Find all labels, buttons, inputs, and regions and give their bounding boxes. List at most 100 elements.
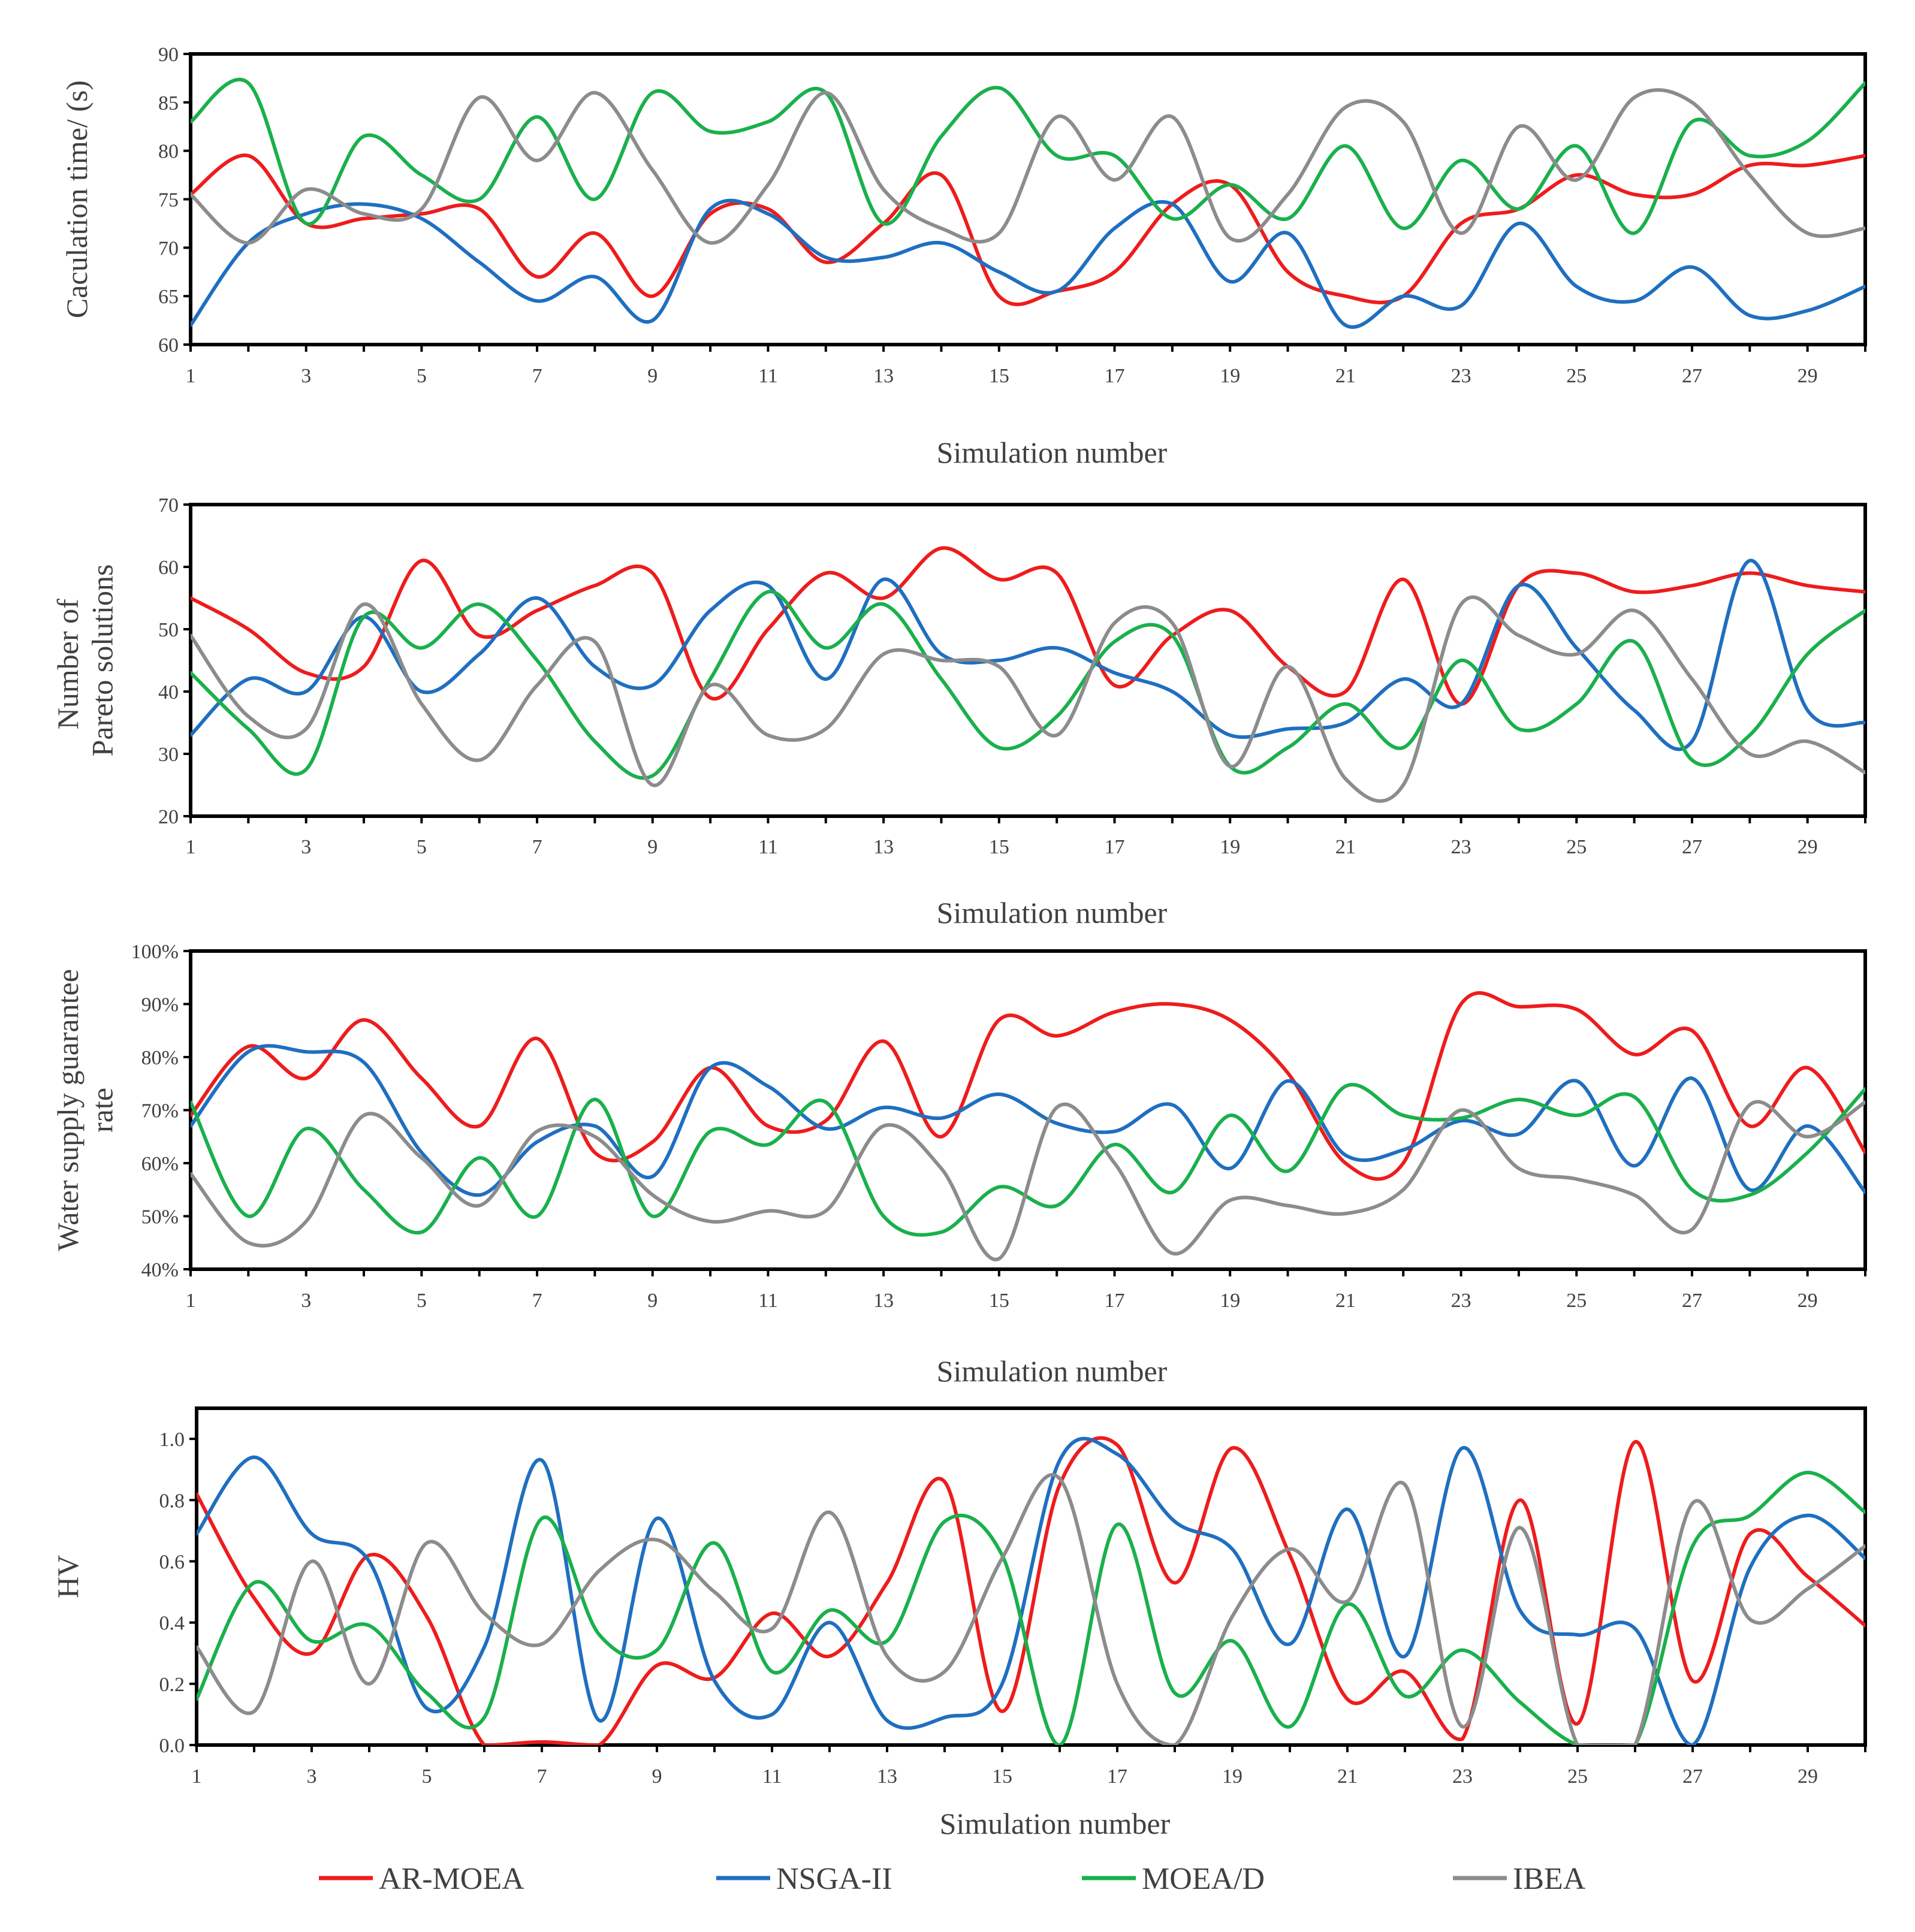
x-tick-label: 9	[647, 1290, 658, 1312]
x-axis-label: Simulation number	[937, 896, 1168, 929]
x-tick-label: 7	[532, 836, 542, 858]
y-tick-label: 0.4	[159, 1613, 185, 1635]
x-tick-label: 19	[1220, 365, 1240, 387]
y-tick-label: 75	[158, 189, 179, 212]
x-tick-label: 17	[1107, 1765, 1127, 1788]
x-tick-label: 17	[1105, 836, 1125, 858]
x-tick-label: 21	[1335, 836, 1356, 858]
x-tick-label: 3	[301, 365, 311, 387]
x-tick-label: 27	[1682, 836, 1702, 858]
series-line-ibea	[197, 1473, 1865, 1745]
chart-panel-4: 0.00.20.40.60.81.01 3 5 7 9 11 13 15 17 19 21 23 25 2…	[51, 1406, 1867, 1840]
x-tick-label: 5	[417, 836, 427, 858]
legend-label-ibea: IBEA	[1513, 1862, 1586, 1896]
series-line-moea-d	[197, 1471, 1865, 1745]
y-axis-label: HV	[51, 1555, 85, 1598]
series-line-ibea	[191, 1100, 1865, 1261]
x-tick-label: 1	[186, 365, 196, 387]
x-tick-label: 7	[537, 1765, 547, 1788]
y-tick-label: 0.6	[159, 1551, 185, 1573]
x-tick-label: 19	[1222, 1765, 1243, 1788]
y-tick-label: 0.8	[159, 1490, 185, 1512]
x-tick-label: 29	[1798, 1765, 1818, 1788]
series-line-moea-d	[191, 1083, 1865, 1237]
x-tick-label: 25	[1566, 836, 1587, 858]
legend-label-moea-d: MOEA/D	[1142, 1862, 1265, 1896]
y-tick-label: 70	[158, 494, 179, 517]
x-tick-label: 11	[758, 365, 778, 387]
x-tick-label: 13	[873, 365, 894, 387]
x-tick-label: 25	[1566, 365, 1587, 387]
x-tick-label: 27	[1682, 1290, 1702, 1312]
x-tick-label: 11	[762, 1765, 782, 1788]
x-tick-label: 15	[992, 1765, 1012, 1788]
x-tick-label: 19	[1220, 1290, 1240, 1312]
x-tick-label: 15	[989, 836, 1009, 858]
y-tick-label: 20	[158, 806, 179, 828]
series-line-ibea	[191, 595, 1865, 803]
y-tick-label: 1.0	[159, 1429, 185, 1451]
x-tick-label: 13	[877, 1765, 897, 1788]
y-tick-label: 60	[158, 334, 179, 357]
y-axis-label: Number of Pareto solutions	[51, 564, 119, 757]
x-tick-label: 11	[758, 1290, 778, 1312]
x-tick-label: 29	[1798, 836, 1818, 858]
x-tick-label: 27	[1682, 365, 1702, 387]
series-line-ar-moea	[191, 546, 1865, 706]
x-tick-label: 9	[647, 365, 658, 387]
series-line-moea-d	[191, 77, 1865, 236]
x-tick-label: 11	[758, 836, 778, 858]
y-tick-label: 0.2	[159, 1674, 185, 1696]
x-tick-label: 23	[1452, 1765, 1473, 1788]
x-tick-label: 17	[1105, 365, 1125, 387]
x-tick-label: 25	[1567, 1765, 1588, 1788]
x-tick-label: 13	[873, 1290, 894, 1312]
x-tick-label: 1	[192, 1765, 202, 1788]
x-tick-label: 5	[417, 1290, 427, 1312]
x-tick-label: 9	[647, 836, 658, 858]
y-tick-label: 30	[158, 744, 179, 766]
x-tick-label: 1	[186, 836, 196, 858]
x-tick-label: 21	[1335, 365, 1356, 387]
y-tick-label: 40	[158, 681, 179, 704]
series-line-nsga-ii	[197, 1436, 1865, 1745]
plot-frame	[195, 1406, 1867, 1747]
x-tick-label: 5	[422, 1765, 432, 1788]
y-tick-label: 90	[158, 44, 179, 66]
y-axis-label: Caculation time/ (s)	[60, 80, 94, 318]
legend-label-ar-moea: AR-MOEA	[379, 1862, 524, 1896]
x-tick-label: 25	[1566, 1290, 1587, 1312]
x-tick-label: 3	[301, 1290, 311, 1312]
x-tick-label: 23	[1451, 1290, 1471, 1312]
series-line-nsga-ii	[191, 1044, 1865, 1197]
y-tick-label: 50	[158, 619, 179, 641]
y-tick-label: 85	[158, 92, 179, 114]
y-tick-label: 80%	[141, 1047, 179, 1069]
x-tick-label: 23	[1451, 365, 1471, 387]
chart-panel-3: 40%50%60%70%80%90%100%1 3 5 7 9 11 13 15 17 19 21 2…	[51, 941, 1867, 1388]
y-tick-label: 50%	[141, 1206, 179, 1228]
x-tick-label: 17	[1105, 1290, 1125, 1312]
series-line-ibea	[191, 88, 1865, 245]
y-tick-label: 60	[158, 557, 179, 579]
series-line-nsga-ii	[191, 559, 1865, 751]
series-line-nsga-ii	[191, 198, 1865, 329]
plot-frame	[189, 949, 1867, 1271]
y-axis-label: Water supply guaranteerate	[51, 969, 119, 1251]
y-tick-label: 90%	[141, 994, 179, 1016]
series-line-ar-moea	[197, 1436, 1865, 1745]
x-tick-label: 9	[652, 1765, 662, 1788]
series-line-ar-moea	[191, 991, 1865, 1181]
y-tick-label: 100%	[131, 941, 179, 963]
x-tick-label: 29	[1798, 1290, 1818, 1312]
x-tick-label: 19	[1220, 836, 1240, 858]
y-tick-label: 65	[158, 286, 179, 308]
x-tick-label: 27	[1682, 1765, 1703, 1788]
x-tick-label: 21	[1335, 1290, 1356, 1312]
x-tick-label: 1	[186, 1290, 196, 1312]
x-axis-label: Simulation number	[937, 1354, 1168, 1388]
x-axis-label: Simulation number	[940, 1807, 1171, 1840]
